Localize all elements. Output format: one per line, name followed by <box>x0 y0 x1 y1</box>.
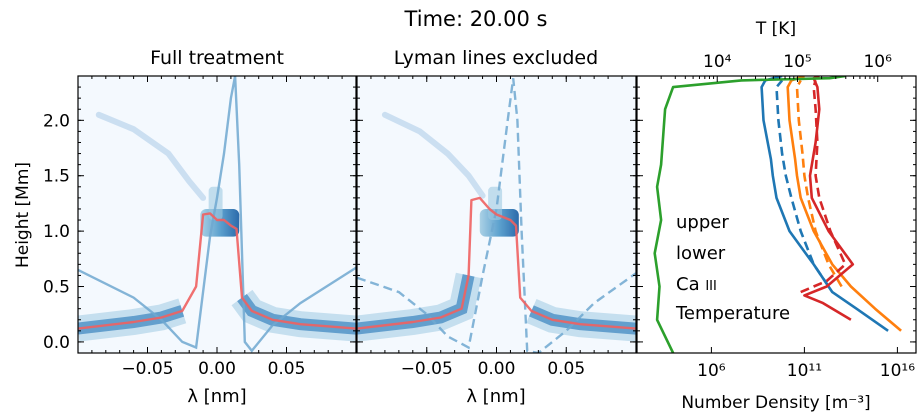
panel2-title: Lyman lines excluded <box>394 47 598 69</box>
panel3-frame <box>636 75 917 354</box>
legend-lower: lower <box>676 243 726 264</box>
y-tick-label: 1.0 <box>43 222 70 242</box>
heatmap-streak <box>95 111 207 201</box>
y-tick-label: 2.0 <box>43 111 70 131</box>
legend-ca: Ca III <box>676 274 717 295</box>
y-axis-label: Height [Mm] <box>13 162 33 268</box>
panel1-title: Full treatment <box>150 47 284 69</box>
heatmap-streak <box>381 111 486 199</box>
series-upper <box>760 76 889 332</box>
series-ca-iii <box>800 80 847 294</box>
x-tick-label: 0.00 <box>478 359 516 379</box>
x-tick-label: 10⁶ <box>697 361 726 381</box>
panel1-heatmap <box>78 76 356 353</box>
series-temperature <box>653 76 846 353</box>
legend-upper: upper <box>676 212 729 233</box>
panel3-xlabel: Number Density [m⁻³] <box>681 393 870 413</box>
top-tick-label: 10⁴ <box>703 52 732 72</box>
series-ca-iii <box>803 76 855 321</box>
y-tick-label: 1.5 <box>43 167 70 187</box>
x-tick-label: 10¹¹ <box>787 361 822 381</box>
centroid-curve <box>78 212 356 330</box>
top-axis-label: T [K] <box>755 19 796 39</box>
x-tick-label: 10¹⁶ <box>880 361 915 381</box>
panel3-densities <box>653 76 902 353</box>
series-lower <box>795 79 843 288</box>
top-tick-label: 10⁶ <box>863 52 892 72</box>
panel2-heatmap <box>357 76 636 353</box>
line-profile-curve <box>78 76 356 353</box>
series-upper <box>775 79 830 288</box>
x-tick-label: 0.05 <box>547 359 585 379</box>
top-tick-label: 10⁵ <box>783 52 811 72</box>
y-tick-label: 0.5 <box>43 278 70 298</box>
series-lower <box>786 76 902 332</box>
x-tick-label: −0.05 <box>121 359 173 379</box>
x-tick-label: −0.05 <box>401 359 453 379</box>
panel2-xlabel: λ [nm] <box>466 386 525 407</box>
legend-temperature: Temperature <box>675 303 790 324</box>
x-tick-label: 0.05 <box>268 359 306 379</box>
y-tick-label: 0.0 <box>43 333 70 353</box>
centroid-curve <box>357 196 636 330</box>
figure-title: Time: 20.00 s <box>404 7 548 31</box>
axis-ticks: 0.0 0.5 1.0 1.5 2.0 −0.05 0.00 0.05 −0.05 0.00 0.0… <box>43 52 917 381</box>
line-profile-curve <box>357 78 636 353</box>
x-tick-label: 0.00 <box>198 359 236 379</box>
panel1-xlabel: λ [nm] <box>187 386 246 407</box>
